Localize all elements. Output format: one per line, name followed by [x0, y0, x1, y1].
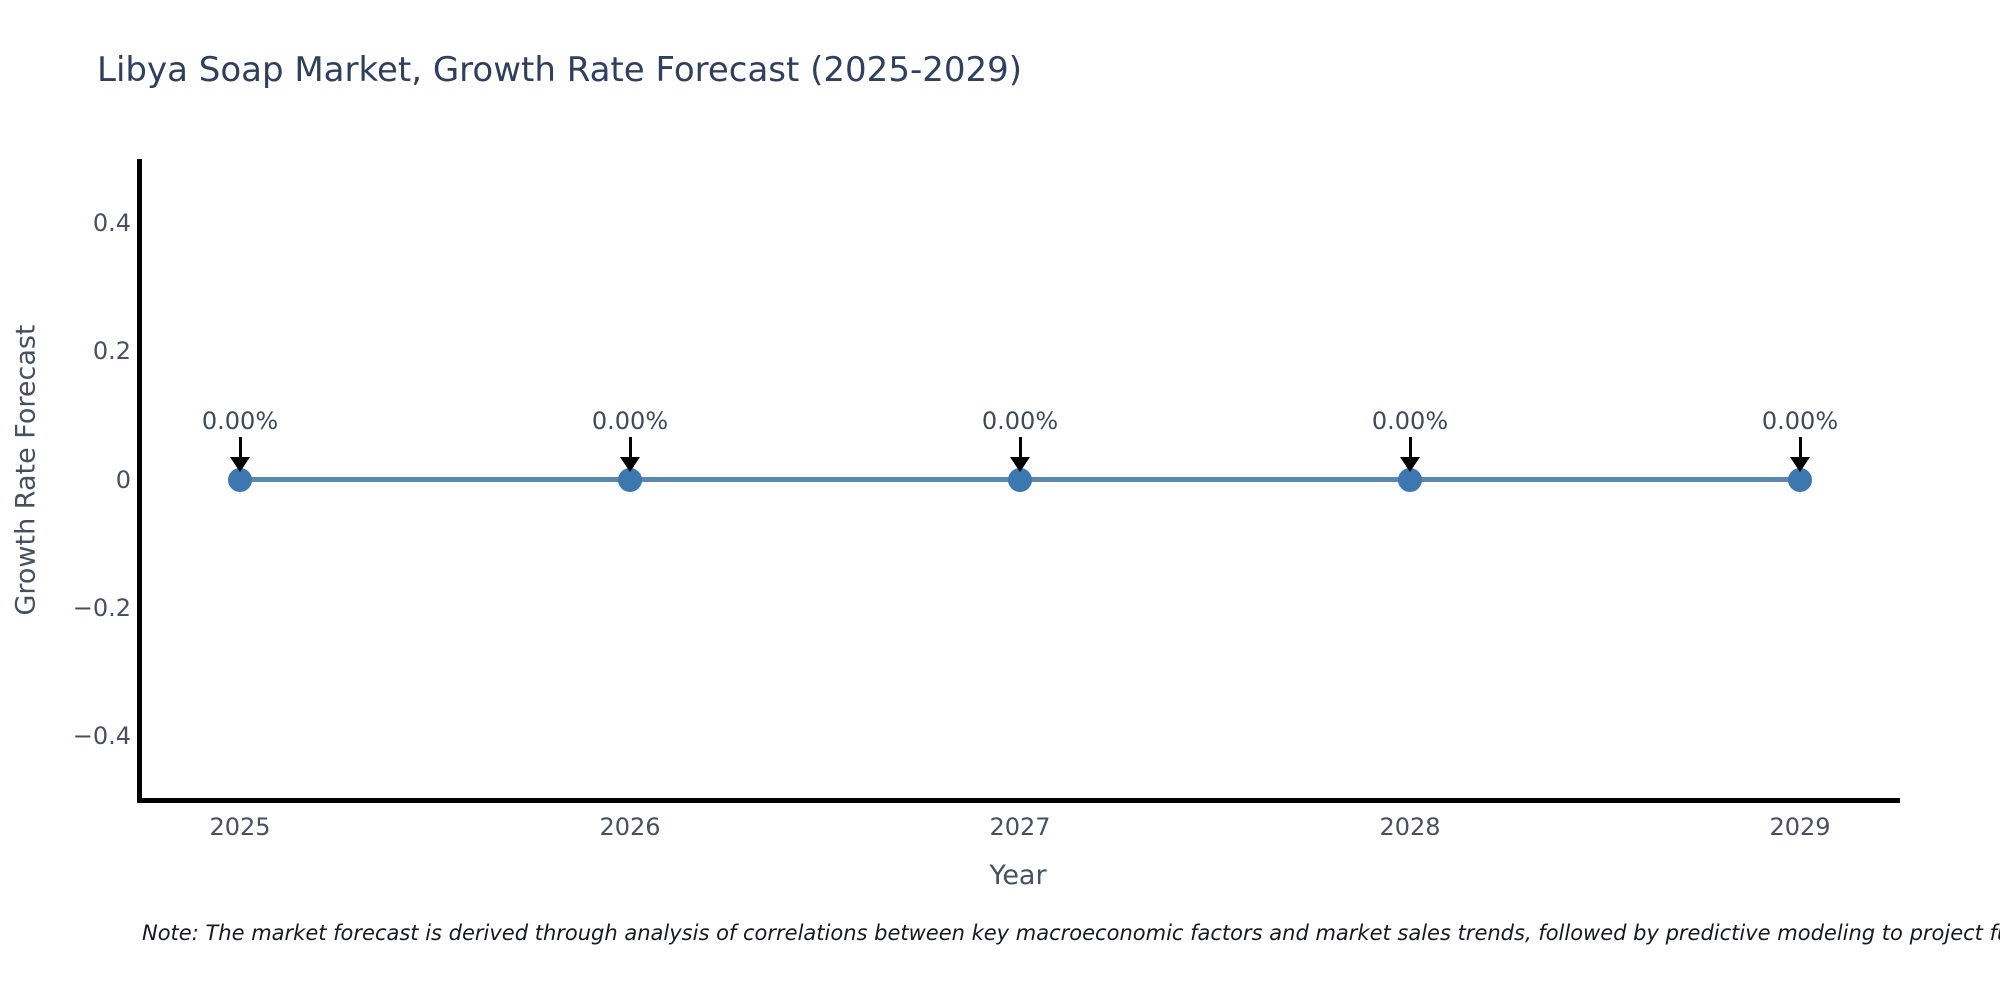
data-point-label: 0.00%	[1761, 407, 1839, 435]
y-axis-title: Growth Rate Forecast	[10, 324, 42, 616]
annotation-arrowhead-icon	[620, 457, 640, 472]
annotation-arrow-stem	[1799, 437, 1802, 459]
annotation-arrowhead-icon	[1010, 457, 1030, 472]
y-tick-label: −0.2	[72, 594, 131, 622]
annotation-arrow-stem	[239, 437, 242, 459]
y-tick-label: −0.4	[72, 722, 131, 750]
data-point-marker	[228, 468, 252, 492]
annotation-arrowhead-icon	[230, 457, 250, 472]
chart-title: Libya Soap Market, Growth Rate Forecast …	[97, 50, 1023, 90]
data-point-marker	[1398, 468, 1422, 492]
x-tick-label: 2025	[209, 813, 271, 841]
x-axis-title: Year	[989, 860, 1047, 891]
data-point-label: 0.00%	[591, 407, 669, 435]
y-axis-spine	[137, 159, 142, 803]
annotation-arrow-stem	[1019, 437, 1022, 459]
data-point-label: 0.00%	[201, 407, 279, 435]
x-tick-label: 2029	[1769, 813, 1831, 841]
x-axis-spine	[137, 798, 1900, 803]
data-point-label: 0.00%	[1371, 407, 1449, 435]
x-tick-label: 2028	[1379, 813, 1441, 841]
chart-footnote: Note: The market forecast is derived thr…	[142, 921, 2000, 945]
y-tick-label: 0.2	[92, 337, 131, 365]
y-tick-label: 0.4	[92, 209, 131, 237]
annotation-arrow-stem	[629, 437, 632, 459]
x-tick-label: 2026	[599, 813, 661, 841]
annotation-arrowhead-icon	[1400, 457, 1420, 472]
y-tick-label: 0	[115, 466, 131, 494]
data-point-marker	[1008, 468, 1032, 492]
x-tick-label: 2027	[989, 813, 1051, 841]
annotation-arrow-stem	[1409, 437, 1412, 459]
data-point-marker	[618, 468, 642, 492]
data-point-label: 0.00%	[981, 407, 1059, 435]
data-point-marker	[1788, 468, 1812, 492]
annotation-arrowhead-icon	[1790, 457, 1810, 472]
